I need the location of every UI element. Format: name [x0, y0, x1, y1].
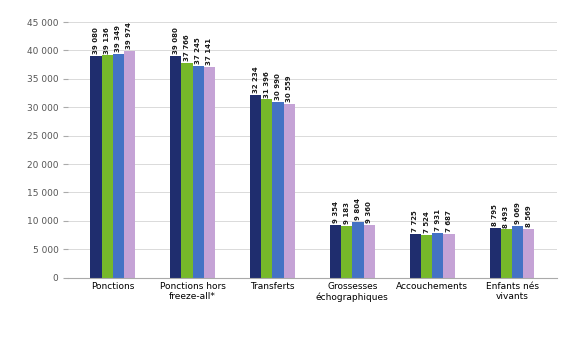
Text: 39 080: 39 080 — [93, 27, 99, 54]
Bar — [410, 234, 421, 278]
Text: 9 360: 9 360 — [366, 201, 372, 223]
Bar — [421, 235, 432, 278]
Text: 9 354: 9 354 — [332, 201, 339, 223]
Bar — [204, 67, 215, 278]
Text: 39 136: 39 136 — [104, 27, 110, 54]
Bar — [90, 56, 102, 278]
Text: 37 141: 37 141 — [206, 38, 212, 65]
Bar — [261, 99, 273, 278]
Text: 39 974: 39 974 — [127, 22, 132, 49]
Bar — [444, 234, 454, 278]
Text: 8 795: 8 795 — [492, 204, 498, 226]
Bar — [432, 232, 444, 278]
Bar — [112, 54, 124, 278]
Text: 7 931: 7 931 — [435, 209, 441, 231]
Text: 30 990: 30 990 — [275, 73, 281, 100]
Bar — [181, 63, 193, 278]
Bar — [273, 101, 283, 278]
Text: 39 080: 39 080 — [173, 27, 179, 54]
Bar — [283, 104, 295, 278]
Bar — [352, 222, 364, 278]
Bar — [512, 226, 523, 278]
Text: 31 396: 31 396 — [264, 71, 270, 98]
Bar — [193, 66, 204, 278]
Text: 7 725: 7 725 — [412, 210, 419, 232]
Text: 37 245: 37 245 — [195, 38, 201, 64]
Text: 39 349: 39 349 — [115, 25, 122, 52]
Text: 9 069: 9 069 — [515, 203, 521, 224]
Bar — [341, 225, 352, 278]
Bar — [102, 55, 112, 278]
Bar — [250, 95, 261, 278]
Text: 8 493: 8 493 — [503, 206, 509, 228]
Text: 9 804: 9 804 — [355, 198, 361, 220]
Bar — [170, 56, 181, 278]
Text: 37 766: 37 766 — [184, 35, 190, 62]
Text: 7 687: 7 687 — [446, 210, 452, 232]
Text: 7 524: 7 524 — [424, 211, 429, 233]
Text: 30 559: 30 559 — [286, 76, 293, 103]
Text: 9 183: 9 183 — [344, 202, 350, 224]
Bar — [523, 229, 534, 278]
Bar — [501, 229, 512, 278]
Text: 8 569: 8 569 — [526, 205, 532, 227]
Bar — [124, 51, 135, 278]
Text: 32 234: 32 234 — [253, 66, 258, 93]
Bar — [364, 225, 375, 278]
Bar — [330, 225, 341, 278]
Bar — [490, 228, 501, 278]
